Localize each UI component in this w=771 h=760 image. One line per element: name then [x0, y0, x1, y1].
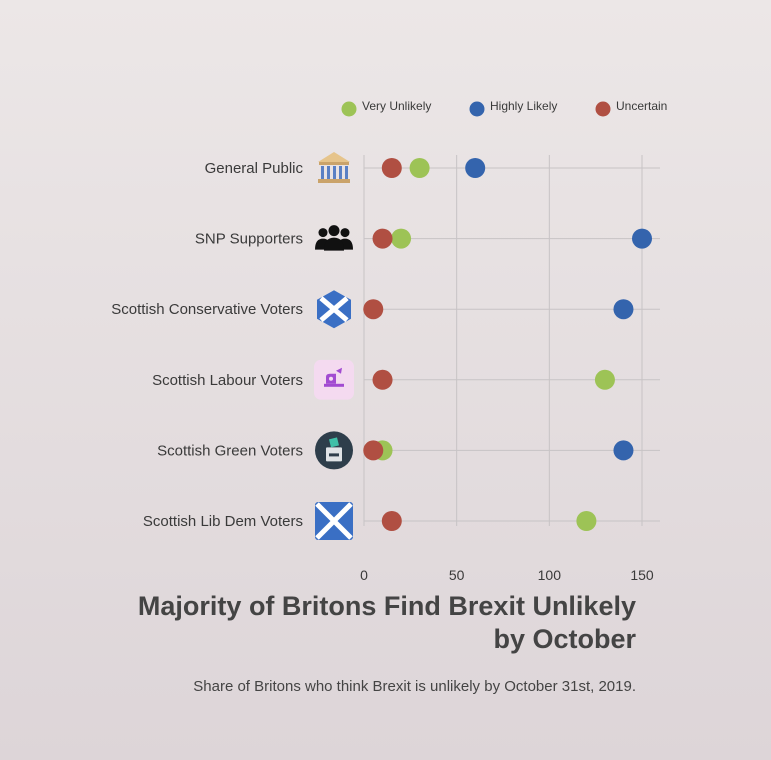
people-group-icon — [315, 225, 353, 251]
legend-label: Uncertain — [616, 99, 667, 113]
labour-rose-icon — [314, 359, 354, 400]
data-point-very-unlikely — [391, 228, 412, 249]
data-point-highly-likely — [465, 158, 486, 178]
category-label: Scottish Green Voters — [157, 442, 303, 459]
saltire-flag-icon — [315, 502, 353, 540]
legend-swatch — [469, 101, 485, 117]
data-point-uncertain — [372, 228, 393, 249]
chart-subtitle: Share of Britons who think Brexit is unl… — [193, 678, 636, 695]
legend-label: Highly Likely — [490, 99, 557, 113]
data-point-uncertain — [372, 369, 393, 390]
legend-label: Very Unlikely — [362, 99, 431, 113]
chart-title: Majority of Britons Find Brexit Unlikely… — [137, 591, 636, 654]
data-point-highly-likely — [613, 440, 634, 461]
data-point-uncertain — [363, 299, 384, 320]
x-tick-label: 0 — [360, 567, 368, 583]
category-label: SNP Supporters — [195, 231, 303, 248]
category-label: Scottish Conservative Voters — [111, 301, 303, 318]
data-point-uncertain — [381, 511, 402, 531]
x-tick-label: 150 — [630, 567, 654, 583]
ballot-box-icon — [315, 431, 353, 470]
legend-swatch — [341, 101, 357, 117]
data-point-very-unlikely — [594, 369, 615, 390]
category-label: Scottish Labour Voters — [152, 372, 303, 389]
data-point-highly-likely — [613, 299, 634, 320]
data-point-uncertain — [363, 440, 384, 461]
category-label: Scottish Lib Dem Voters — [143, 513, 303, 530]
parliament-icon — [318, 152, 350, 183]
saltire-icon — [317, 290, 351, 328]
data-point-very-unlikely — [409, 158, 430, 178]
data-point-very-unlikely — [576, 511, 597, 531]
data-point-uncertain — [381, 158, 402, 178]
x-tick-label: 100 — [538, 567, 562, 583]
legend-swatch — [595, 101, 611, 117]
x-tick-label: 50 — [449, 567, 465, 583]
data-point-highly-likely — [632, 228, 652, 249]
category-label: General Public — [205, 160, 304, 177]
